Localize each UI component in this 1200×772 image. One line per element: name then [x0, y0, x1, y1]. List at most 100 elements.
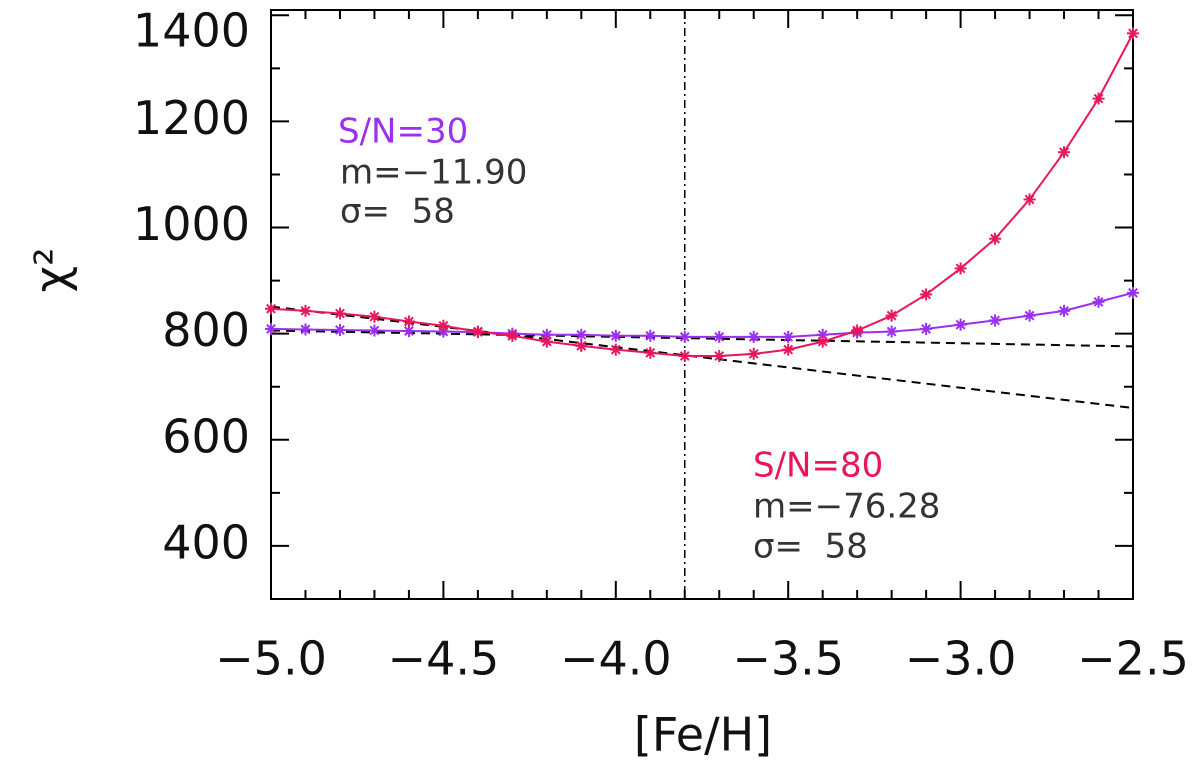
asterisk-marker [851, 324, 864, 337]
plot-frame [270, 9, 1134, 600]
x-tick-label: −2.5 [1077, 632, 1189, 686]
asterisk-stroke [369, 311, 380, 322]
asterisk-marker [1023, 309, 1036, 322]
asterisk-stroke [300, 324, 311, 335]
asterisk-stroke [679, 331, 690, 342]
asterisk-stroke [990, 315, 1000, 326]
x-axis-label: [Fe/H] [634, 708, 772, 762]
series-line [270, 291, 1134, 338]
asterisk-stroke [990, 233, 1000, 244]
y-tick-label: 1200 [133, 91, 250, 145]
x-tick-label: −4.5 [388, 632, 500, 686]
asterisk-marker [575, 339, 588, 352]
asterisk-stroke [1024, 194, 1035, 205]
asterisk-marker [885, 325, 898, 338]
asterisk-marker [816, 335, 829, 348]
annotation: S/N=80 [753, 446, 883, 486]
asterisk-stroke [266, 324, 276, 334]
asterisk-marker [747, 330, 760, 343]
asterisk-stroke [1128, 287, 1138, 298]
asterisk-marker [713, 349, 726, 362]
asterisk-marker [265, 322, 277, 335]
asterisk-stroke [748, 331, 759, 342]
asterisk-stroke [1059, 147, 1069, 158]
fit-line [270, 305, 1134, 409]
asterisk-marker [333, 307, 346, 320]
asterisk-marker [1092, 295, 1105, 308]
x-tick-label: −5.0 [215, 632, 327, 686]
asterisk-marker [333, 323, 346, 336]
asterisk-stroke [955, 263, 966, 274]
annotation: S/N=30 [338, 112, 468, 152]
asterisk-stroke [472, 326, 483, 337]
asterisk-stroke [783, 344, 794, 355]
asterisk-stroke [610, 344, 621, 355]
asterisk-marker [402, 315, 415, 328]
x-tick-label: −4.0 [560, 632, 672, 686]
asterisk-marker [678, 330, 691, 343]
asterisk-stroke [576, 340, 587, 351]
asterisk-stroke [1128, 28, 1138, 39]
annotation: m=−11.90 [340, 153, 527, 193]
asterisk-stroke [1059, 305, 1069, 316]
asterisk-marker [437, 319, 450, 332]
annotation: σ= 58 [753, 527, 868, 567]
asterisk-stroke [1024, 310, 1035, 321]
asterisk-marker [644, 329, 657, 342]
asterisk-marker [954, 318, 967, 331]
asterisk-stroke [817, 336, 828, 347]
asterisk-marker [471, 325, 484, 338]
asterisk-marker [644, 346, 657, 359]
y-tick-label: 1400 [133, 4, 250, 58]
asterisk-marker [368, 310, 381, 323]
asterisk-marker [989, 232, 1002, 245]
asterisk-stroke [714, 331, 725, 342]
asterisk-stroke [921, 324, 932, 334]
asterisk-stroke [645, 330, 656, 341]
annotation: m=−76.28 [753, 487, 940, 527]
asterisk-stroke [783, 331, 794, 342]
asterisk-stroke [507, 330, 518, 341]
asterisk-stroke [369, 325, 380, 336]
y-tick-label: 800 [162, 303, 250, 357]
asterisk-marker [265, 302, 277, 315]
asterisk-stroke [714, 351, 725, 361]
asterisk-marker [299, 323, 312, 336]
asterisk-marker [575, 328, 588, 341]
asterisk-marker [609, 343, 622, 356]
asterisk-marker [609, 329, 622, 342]
asterisk-stroke [266, 303, 276, 314]
asterisk-marker [299, 304, 312, 317]
asterisk-stroke [1093, 296, 1104, 307]
asterisk-stroke [300, 305, 311, 316]
asterisk-marker [1058, 146, 1071, 159]
asterisk-stroke [679, 351, 690, 361]
asterisk-stroke [645, 347, 656, 358]
x-tick-label: −3.0 [905, 632, 1017, 686]
y-tick-label: 1000 [133, 197, 250, 251]
x-tick-label: −3.5 [732, 632, 844, 686]
asterisk-stroke [404, 316, 414, 327]
asterisk-marker [540, 335, 553, 348]
asterisk-marker [885, 309, 898, 322]
asterisk-stroke [438, 320, 449, 331]
asterisk-stroke [921, 289, 932, 300]
asterisk-stroke [1093, 93, 1104, 104]
asterisk-marker [920, 322, 933, 335]
asterisk-marker [782, 343, 795, 356]
asterisk-stroke [886, 310, 897, 321]
asterisk-marker [1023, 193, 1036, 206]
asterisk-stroke [748, 348, 759, 359]
asterisk-marker [747, 347, 760, 360]
asterisk-marker [1127, 286, 1139, 299]
asterisk-stroke [335, 308, 345, 319]
asterisk-marker [1058, 304, 1071, 317]
y-axis-label: χ² [25, 247, 79, 292]
asterisk-stroke [610, 330, 621, 341]
y-tick-label: 600 [162, 409, 250, 463]
asterisk-stroke [576, 329, 587, 340]
asterisk-marker [954, 262, 967, 275]
asterisk-stroke [955, 319, 966, 330]
y-tick-label: 400 [162, 515, 250, 569]
